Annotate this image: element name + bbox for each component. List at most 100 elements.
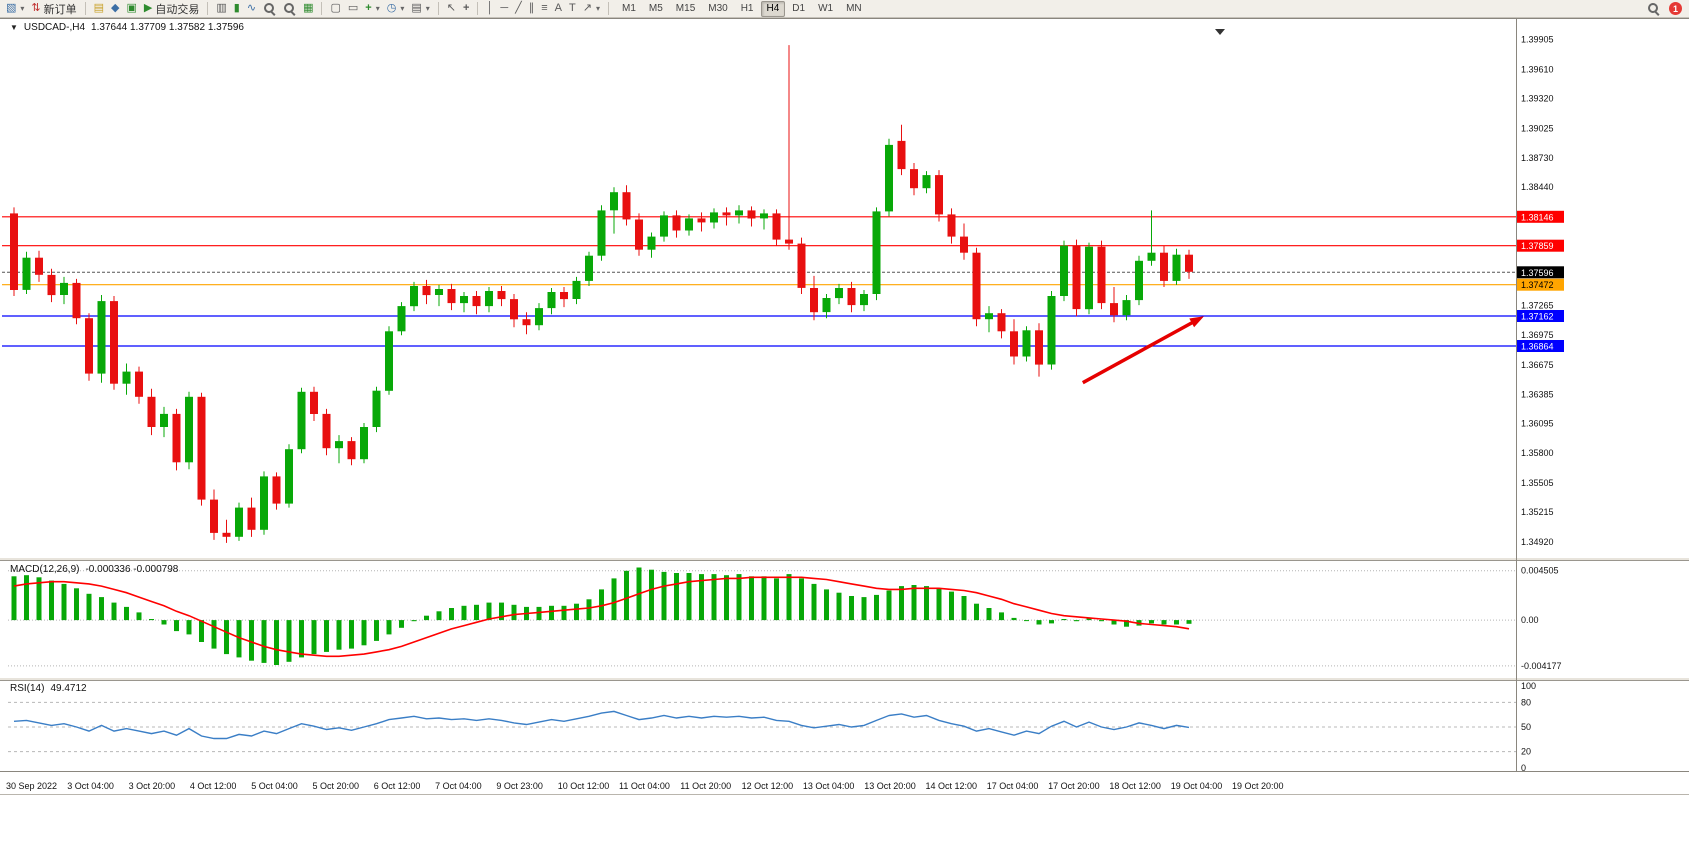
svg-text:13 Oct 04:00: 13 Oct 04:00 — [803, 781, 855, 791]
rsi-label: RSI(14) 49.4712 — [10, 683, 87, 694]
timeframe-m5[interactable]: M5 — [648, 3, 663, 14]
line-chart-button[interactable]: ∿ — [244, 1, 259, 17]
trendline-tool-button[interactable]: ╱ — [512, 1, 525, 17]
svg-text:1.38730: 1.38730 — [1521, 153, 1554, 163]
vertical-line-tool-button[interactable]: │ — [483, 1, 496, 17]
bar-chart-icon: ▥ — [216, 2, 227, 14]
new-order-icon: ⇅ — [31, 2, 41, 14]
terminal-button[interactable]: ▣ — [124, 1, 140, 17]
navigator-button[interactable]: ◆ — [108, 1, 122, 17]
zoom-out-button[interactable] — [280, 1, 299, 17]
notification-count: 1 — [1672, 3, 1678, 14]
zoom-in-button[interactable] — [260, 1, 279, 17]
price-axis[interactable]: 1.39905 1.39610 1.39320 1.39025 1.38730 1.384… — [1521, 35, 1554, 547]
svg-text:1.36675: 1.36675 — [1521, 360, 1554, 370]
bar-chart-button[interactable]: ▥ — [213, 1, 229, 17]
chevron-down-icon: ▾ — [595, 4, 600, 13]
svg-text:5 Oct 04:00: 5 Oct 04:00 — [251, 781, 298, 791]
rsi-value: 49.4712 — [50, 683, 87, 694]
tile-windows-button[interactable]: ▦ — [300, 1, 316, 17]
chart-collapse-arrow[interactable]: ▼ — [10, 23, 18, 32]
svg-text:1.37596: 1.37596 — [1521, 268, 1554, 278]
svg-text:20: 20 — [1521, 747, 1531, 757]
svg-text:1.34920: 1.34920 — [1521, 537, 1554, 547]
svg-text:1.35505: 1.35505 — [1521, 478, 1554, 488]
price-badge: 1.38146 — [1517, 210, 1564, 223]
candlestick-chart-icon: ▮ — [233, 2, 240, 14]
search-button[interactable] — [1644, 1, 1663, 17]
timeframe-h1[interactable]: H1 — [740, 3, 754, 14]
fibonacci-tool-button[interactable]: ≡ — [538, 1, 550, 17]
svg-text:1.39320: 1.39320 — [1521, 94, 1554, 104]
macd-panel: 0.004505 0.00 -0.004177 — [8, 566, 1562, 671]
svg-text:0: 0 — [1521, 763, 1526, 773]
chevron-down-icon: ▾ — [425, 4, 430, 13]
trend-arrow-annotation[interactable] — [1081, 316, 1204, 385]
svg-text:1.35800: 1.35800 — [1521, 448, 1554, 458]
time-axis[interactable]: 30 Sep 2022 3 Oct 04:00 3 Oct 20:00 4 Oct 1… — [6, 781, 1284, 791]
crosshair-tool-button[interactable]: + — [460, 1, 472, 17]
timeframe-mn[interactable]: MN — [846, 3, 862, 14]
terminal-icon: ▣ — [126, 2, 137, 14]
svg-text:19 Oct 04:00: 19 Oct 04:00 — [1171, 781, 1223, 791]
svg-text:80: 80 — [1521, 697, 1531, 707]
svg-text:0.00: 0.00 — [1521, 615, 1539, 625]
toolbar-separator — [84, 2, 86, 15]
toolbar-right: 1 — [1644, 1, 1686, 17]
market-watch-button[interactable]: ▤ — [91, 1, 107, 17]
timeframe-m15[interactable]: M15 — [675, 3, 696, 14]
timeframe-w1[interactable]: W1 — [818, 3, 834, 14]
timeframe-m30[interactable]: M30 — [708, 3, 728, 14]
svg-text:5 Oct 20:00: 5 Oct 20:00 — [313, 781, 360, 791]
svg-text:6 Oct 12:00: 6 Oct 12:00 — [374, 781, 421, 791]
svg-text:1.36864: 1.36864 — [1521, 342, 1554, 352]
timeframe-h4[interactable]: H4 — [760, 0, 786, 17]
tile-windows-icon: ▦ — [303, 2, 314, 14]
svg-text:4 Oct 12:00: 4 Oct 12:00 — [190, 781, 237, 791]
arrows-tool-button[interactable]: ↗ ▾ — [580, 1, 603, 17]
periods-button[interactable]: ◷ ▾ — [384, 1, 408, 17]
new-order-button[interactable]: ⇅ 新订单 — [28, 1, 79, 17]
panel-splitter[interactable] — [0, 677, 1689, 681]
autotrading-button[interactable]: ▶ 自动交易 — [141, 1, 202, 17]
macd-name: MACD(12,26,9) — [10, 564, 80, 575]
panel-splitter[interactable] — [0, 557, 1689, 561]
cursor-tool-button[interactable]: ↖ — [444, 1, 459, 17]
svg-text:17 Oct 20:00: 17 Oct 20:00 — [1048, 781, 1100, 791]
rsi-panel: 100 80 50 20 0 — [8, 681, 1536, 773]
svg-text:3 Oct 20:00: 3 Oct 20:00 — [129, 781, 176, 791]
timeframe-m1[interactable]: M1 — [621, 3, 636, 14]
horizontal-line-tool-button[interactable]: ─ — [497, 1, 511, 17]
label-tool-button[interactable]: T — [566, 1, 579, 17]
text-tool-button[interactable]: A — [552, 1, 565, 17]
indicators-button[interactable]: + ▾ — [362, 1, 382, 17]
symbol-period-label: USDCAD-,H4 — [23, 22, 86, 33]
candlestick-chart-button[interactable]: ▮ — [231, 1, 243, 17]
svg-text:1.37472: 1.37472 — [1521, 280, 1554, 290]
svg-text:1.37265: 1.37265 — [1521, 301, 1554, 311]
channel-tool-button[interactable]: ∥ — [526, 1, 538, 17]
svg-text:13 Oct 20:00: 13 Oct 20:00 — [864, 781, 916, 791]
line-chart-icon: ∿ — [246, 2, 257, 14]
price-badge: 1.37859 — [1517, 239, 1564, 252]
notification-badge[interactable]: 1 — [1669, 2, 1682, 15]
templates-button[interactable]: ▤ ▾ — [408, 1, 432, 17]
svg-text:1.35215: 1.35215 — [1521, 507, 1554, 517]
candlestick-series — [10, 45, 1193, 543]
svg-text:50: 50 — [1521, 722, 1531, 732]
cascade-windows-button[interactable]: ▢ — [327, 1, 343, 17]
timeframe-d1[interactable]: D1 — [792, 3, 806, 14]
cascade-windows-icon: ▢ — [330, 2, 341, 14]
svg-text:3 Oct 04:00: 3 Oct 04:00 — [67, 781, 114, 791]
svg-text:7 Oct 04:00: 7 Oct 04:00 — [435, 781, 482, 791]
zoom-in-icon — [263, 2, 276, 16]
tile-horizontal-button[interactable]: ▭ — [345, 1, 361, 17]
chart-shift-marker[interactable] — [1215, 29, 1225, 35]
new-chart-button[interactable]: ▧ ▾ — [3, 1, 27, 17]
svg-text:1.39610: 1.39610 — [1521, 64, 1554, 74]
navigator-icon: ◆ — [111, 2, 120, 14]
svg-text:1.36975: 1.36975 — [1521, 330, 1554, 340]
svg-text:1.38440: 1.38440 — [1521, 182, 1554, 192]
svg-text:11 Oct 04:00: 11 Oct 04:00 — [619, 781, 670, 791]
